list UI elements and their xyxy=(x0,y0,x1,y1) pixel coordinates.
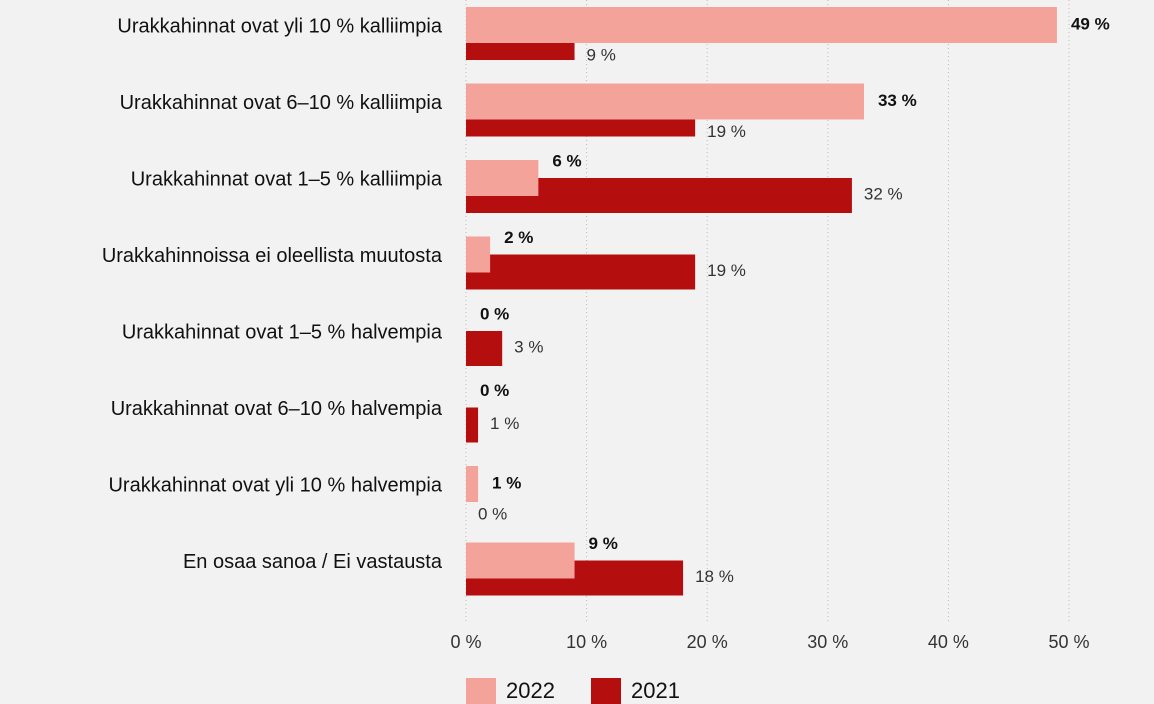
category-label: Urakkahinnat ovat 6–10 % kalliimpia xyxy=(120,92,443,114)
x-tick-label: 40 % xyxy=(928,632,969,652)
bar-2022 xyxy=(466,83,864,120)
value-label-2021: 0 % xyxy=(478,504,507,523)
x-tick-label: 20 % xyxy=(687,632,728,652)
x-tick-label: 0 % xyxy=(450,632,481,652)
legend-swatch xyxy=(466,678,496,704)
bar-2022 xyxy=(466,160,539,196)
bar-2021 xyxy=(466,331,503,366)
value-label-2021: 1 % xyxy=(490,414,519,433)
value-label-2021: 32 % xyxy=(864,184,903,203)
category-label: Urakkahinnat ovat 1–5 % halvempia xyxy=(122,321,443,343)
value-label-2021: 19 % xyxy=(707,261,746,280)
legend-label: 2021 xyxy=(631,678,680,703)
bar-2021 xyxy=(466,254,696,290)
value-label-2022: 2 % xyxy=(504,228,533,247)
category-label: Urakkahinnat ovat yli 10 % halvempia xyxy=(108,474,442,496)
category-label: Urakkahinnat ovat 1–5 % kalliimpia xyxy=(131,168,443,190)
value-label-2022: 33 % xyxy=(878,91,917,110)
category-label: En osaa sanoa / Ei vastausta xyxy=(183,551,443,573)
value-label-2022: 0 % xyxy=(480,381,509,400)
category-label: Urakkahinnat ovat yli 10 % kalliimpia xyxy=(117,15,442,37)
bar-2022 xyxy=(466,466,479,502)
value-label-2022: 0 % xyxy=(480,304,509,323)
bar-2021 xyxy=(466,407,479,443)
value-label-2021: 18 % xyxy=(695,567,734,586)
legend-label: 2022 xyxy=(506,678,555,703)
value-label-2022: 9 % xyxy=(589,534,618,553)
value-label-2022: 6 % xyxy=(552,151,581,170)
value-label-2021: 9 % xyxy=(587,45,616,64)
legend-swatch xyxy=(591,678,621,704)
bar-2022 xyxy=(466,236,491,273)
category-label: Urakkahinnat ovat 6–10 % halvempia xyxy=(111,398,443,420)
category-label: Urakkahinnoissa ei oleellista muutosta xyxy=(102,245,443,267)
bar-2022 xyxy=(466,542,575,579)
value-label-2021: 3 % xyxy=(514,337,543,356)
value-label-2022: 1 % xyxy=(492,473,521,492)
value-label-2021: 19 % xyxy=(707,122,746,141)
x-tick-label: 30 % xyxy=(807,632,848,652)
bar-2022 xyxy=(466,7,1057,43)
x-tick-label: 10 % xyxy=(566,632,607,652)
value-label-2022: 49 % xyxy=(1071,14,1110,33)
x-tick-label: 50 % xyxy=(1048,632,1089,652)
